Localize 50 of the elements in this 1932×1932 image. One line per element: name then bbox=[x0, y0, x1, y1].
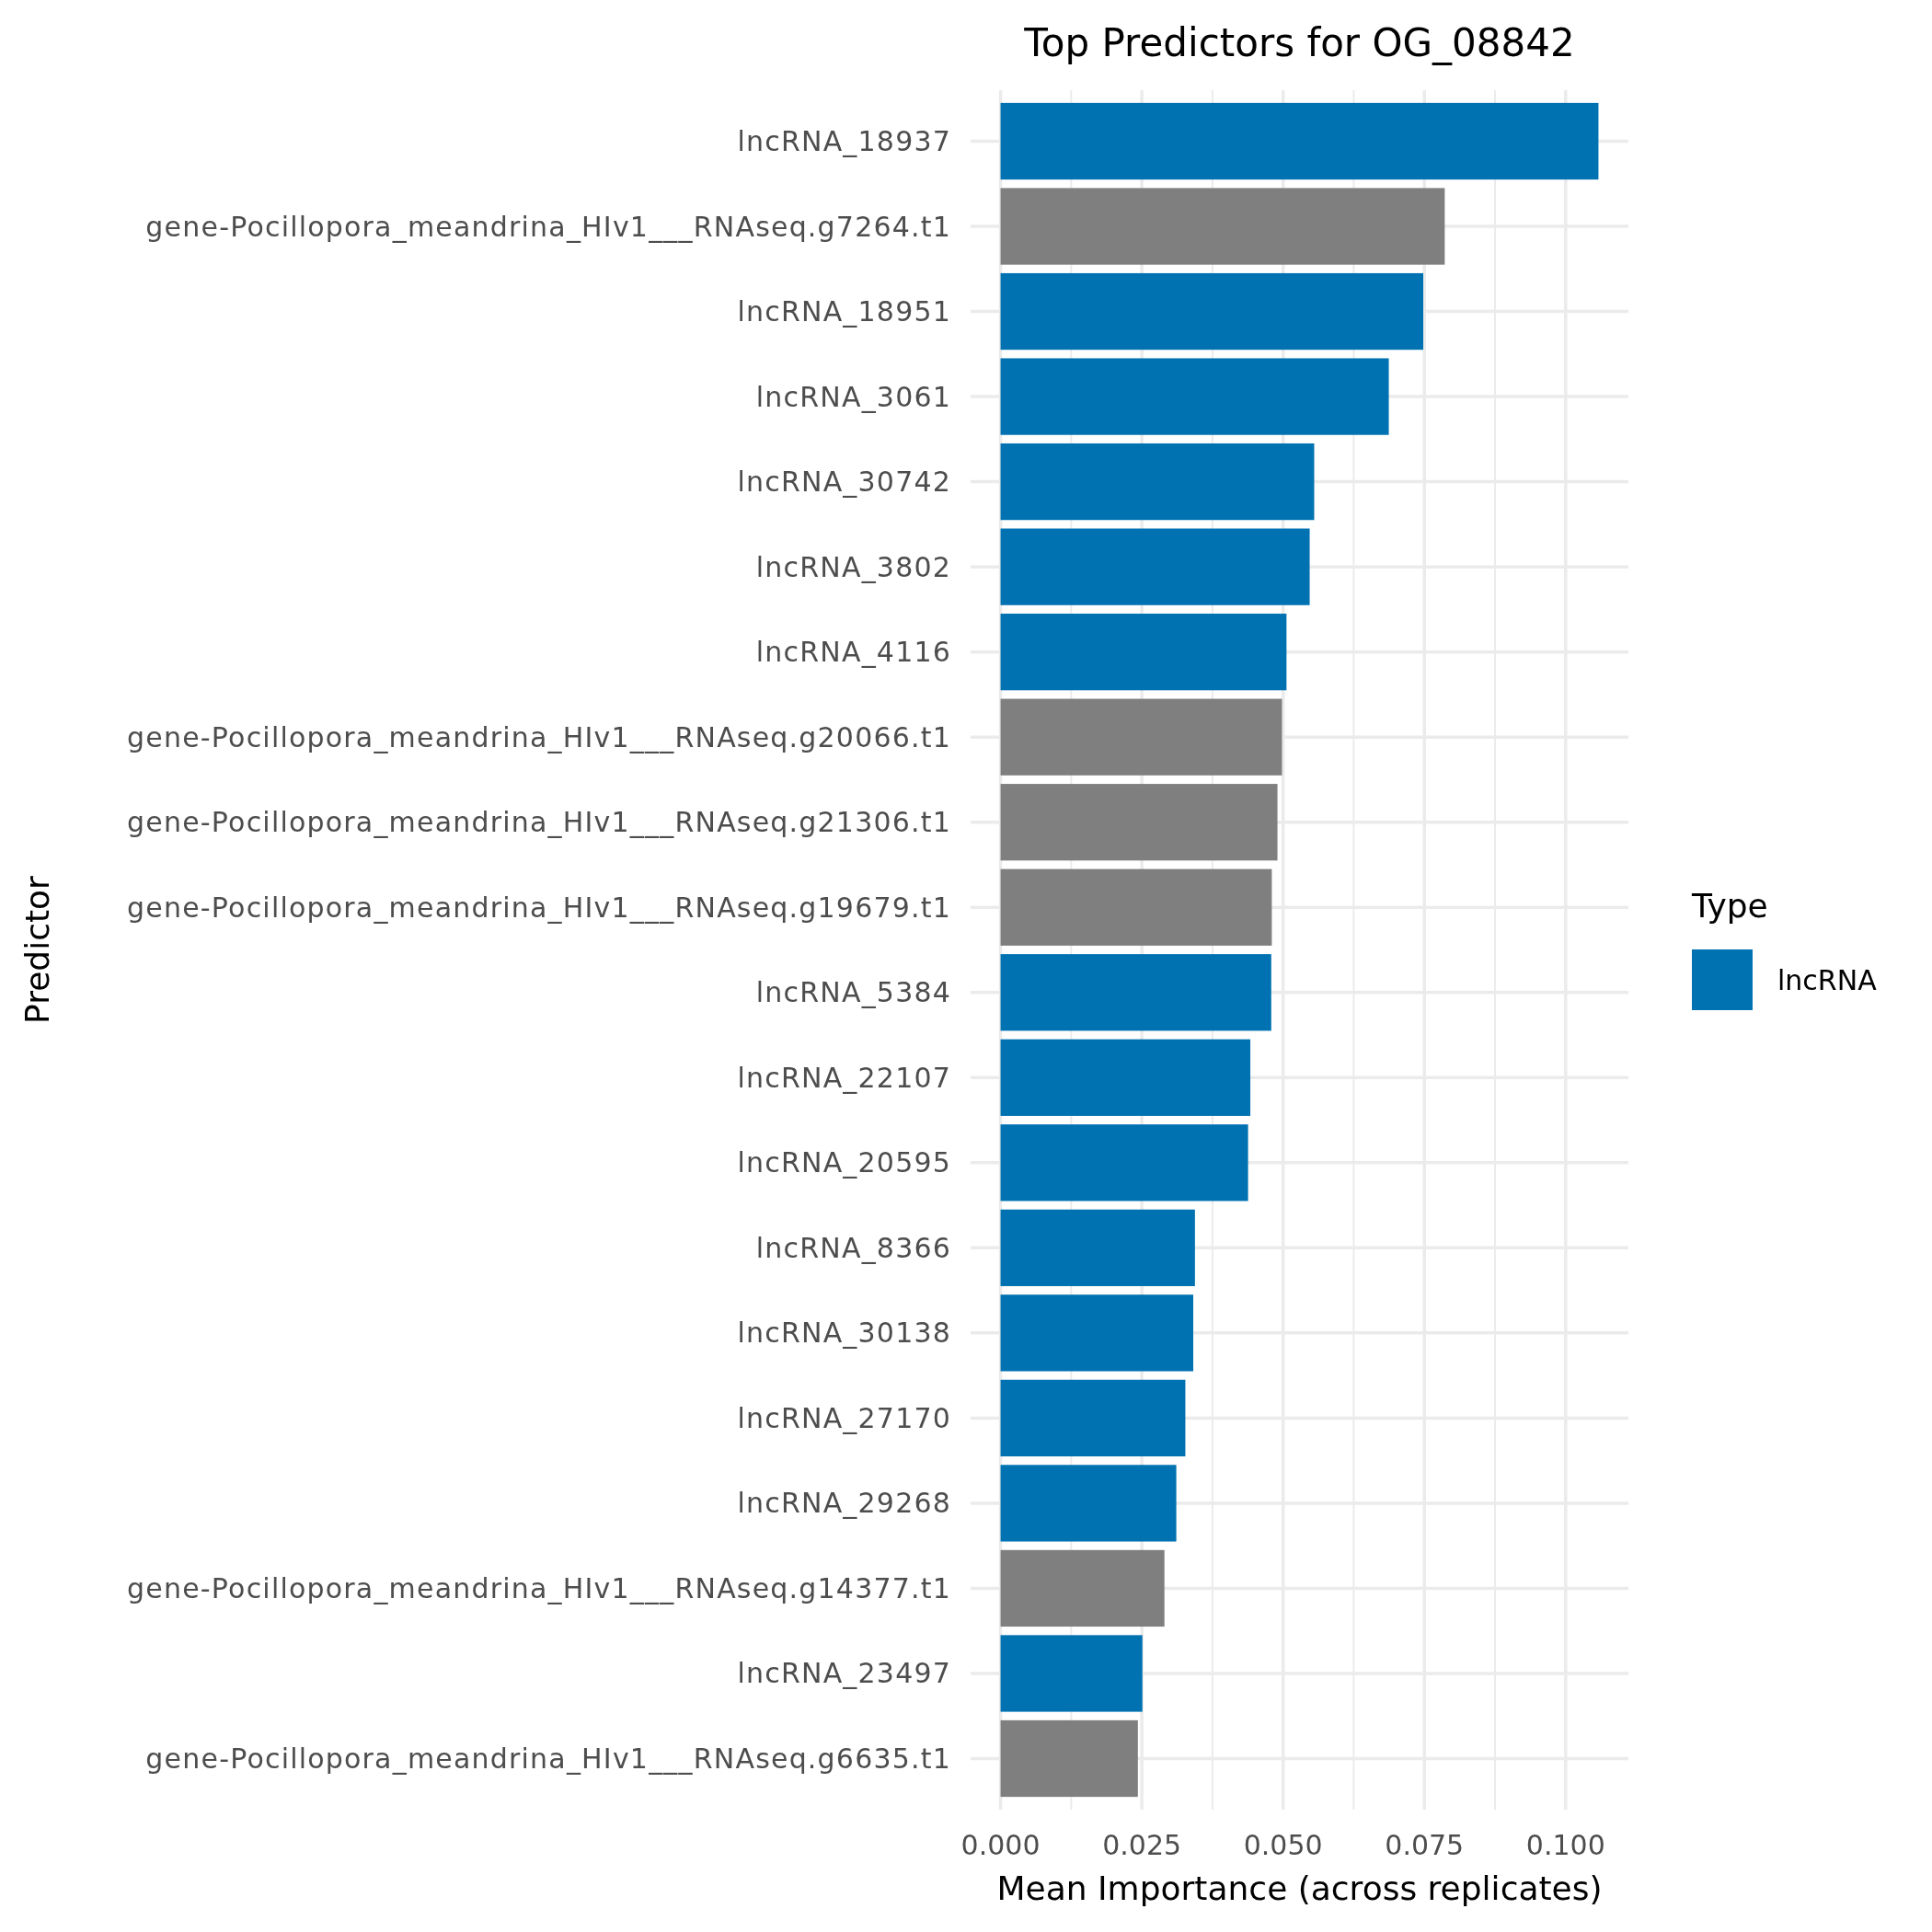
x-tick-label: 0.050 bbox=[1243, 1828, 1323, 1861]
bar bbox=[1000, 1719, 1138, 1798]
bar bbox=[1000, 1549, 1165, 1627]
bar bbox=[1000, 1465, 1177, 1542]
y-tick-label: lncRNA_3061 bbox=[755, 380, 951, 413]
y-tick-label: gene-Pocillopora_meandrina_HIv1___RNAseq.g21306.t1 bbox=[127, 806, 951, 839]
bar bbox=[1000, 954, 1271, 1031]
bar bbox=[1000, 1294, 1194, 1372]
bar bbox=[1000, 443, 1315, 521]
y-tick-label: lncRNA_3802 bbox=[755, 550, 951, 583]
bar bbox=[1000, 528, 1310, 605]
y-tick-label: lncRNA_20595 bbox=[737, 1146, 951, 1179]
y-tick-label: gene-Pocillopora_meandrina_HIv1___RNAseq.g6635.t1 bbox=[145, 1742, 951, 1775]
bar bbox=[1000, 868, 1272, 946]
bar bbox=[1000, 272, 1424, 351]
y-tick-label: lncRNA_4116 bbox=[755, 636, 951, 669]
y-tick-label: lncRNA_5384 bbox=[755, 976, 951, 1009]
y-tick-label: lncRNA_8366 bbox=[755, 1231, 951, 1264]
y-tick-label: gene-Pocillopora_meandrina_HIv1___RNAseq.g20066.t1 bbox=[127, 720, 951, 753]
y-tick-label: gene-Pocillopora_meandrina_HIv1___RNAseq.g14377.t1 bbox=[127, 1571, 951, 1604]
bar bbox=[1000, 1635, 1143, 1712]
legend-title: Type bbox=[1691, 886, 1768, 925]
y-axis-title: Predictor bbox=[17, 875, 56, 1024]
bar bbox=[1000, 1209, 1195, 1286]
y-tick-label: gene-Pocillopora_meandrina_HIv1___RNAseq.g19679.t1 bbox=[127, 891, 951, 924]
y-tick-label: lncRNA_30138 bbox=[737, 1317, 951, 1350]
bar bbox=[1000, 698, 1282, 776]
x-tick-label: 0.025 bbox=[1102, 1828, 1182, 1861]
bar bbox=[1000, 188, 1445, 265]
y-tick-label: lncRNA_18951 bbox=[737, 295, 951, 328]
x-axis-title: Mean Importance (across replicates) bbox=[996, 1869, 1603, 1907]
bar bbox=[1000, 1379, 1186, 1457]
bar bbox=[1000, 358, 1389, 435]
bar bbox=[1000, 1124, 1248, 1202]
bar bbox=[1000, 1039, 1251, 1116]
x-tick-label: 0.075 bbox=[1385, 1828, 1465, 1861]
y-tick-label: lncRNA_27170 bbox=[737, 1401, 951, 1434]
y-tick-label: lncRNA_22107 bbox=[737, 1061, 951, 1094]
bar bbox=[1000, 102, 1599, 180]
legend-label: lncRNA bbox=[1777, 963, 1878, 996]
bar bbox=[1000, 784, 1278, 861]
chart-title: Top Predictors for OG_08842 bbox=[1023, 19, 1575, 65]
y-tick-label: gene-Pocillopora_meandrina_HIv1___RNAseq.g7264.t1 bbox=[145, 210, 951, 243]
bar bbox=[1000, 614, 1287, 691]
y-tick-label: lncRNA_30742 bbox=[737, 466, 951, 499]
y-tick-label: lncRNA_29268 bbox=[737, 1487, 951, 1520]
x-tick-label: 0.000 bbox=[960, 1828, 1041, 1861]
y-tick-label: lncRNA_18937 bbox=[737, 125, 951, 158]
x-tick-label: 0.100 bbox=[1525, 1828, 1605, 1861]
y-tick-label: lncRNA_23497 bbox=[737, 1657, 951, 1690]
